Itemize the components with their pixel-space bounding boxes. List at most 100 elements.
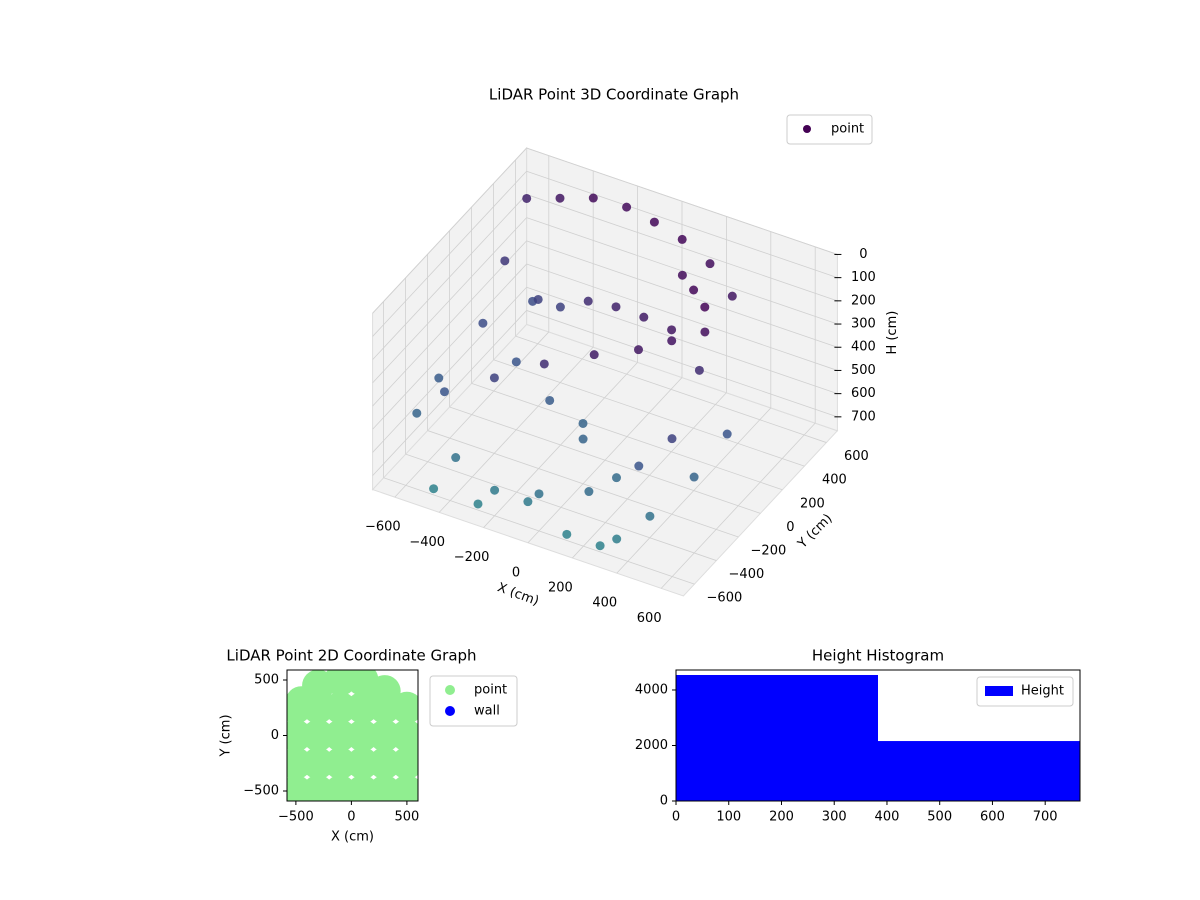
- point: [324, 691, 357, 724]
- x-tick-label: 0: [512, 565, 520, 580]
- x-tick-label: 400: [875, 810, 900, 825]
- point: [451, 453, 461, 463]
- grid-line: [372, 240, 527, 407]
- z-tick-label: 100: [851, 270, 876, 285]
- point: [390, 775, 418, 801]
- point: [368, 719, 401, 752]
- z-tick-label: 400: [851, 340, 876, 355]
- point: [533, 294, 543, 304]
- point: [302, 719, 335, 752]
- bar: [676, 674, 878, 801]
- grid-line: [372, 194, 527, 360]
- x-tick-label: 200: [548, 580, 573, 595]
- point: [555, 302, 565, 312]
- grid-line: [515, 335, 827, 443]
- y-tick-label: 400: [822, 473, 847, 488]
- x-axis-label: X (cm): [331, 830, 374, 845]
- point: [346, 691, 379, 724]
- axes-frame: [675, 669, 1081, 802]
- x-tick-label: 0: [347, 810, 355, 825]
- point: [667, 434, 677, 444]
- point: [667, 336, 677, 346]
- grid-line: [372, 217, 527, 384]
- y-tick-label: 500: [254, 672, 279, 687]
- point: [562, 529, 572, 539]
- z-tick-label: 300: [851, 317, 876, 332]
- point: [396, 725, 418, 758]
- grid-line: [471, 382, 783, 491]
- x-tick-label: 500: [927, 810, 952, 825]
- point: [412, 408, 422, 418]
- point: [611, 302, 621, 312]
- point: [584, 487, 594, 497]
- grid-line: [493, 359, 805, 467]
- legend-label: Height: [1021, 684, 1064, 699]
- point: [490, 485, 500, 495]
- grid-line: [526, 240, 838, 348]
- point: [555, 193, 565, 203]
- point: [346, 747, 379, 780]
- legend-marker: [445, 685, 455, 695]
- x-tick-label: −200: [454, 550, 490, 565]
- z-tick-label: 0: [859, 247, 867, 262]
- point: [434, 373, 444, 383]
- z-axis-label: H (cm): [885, 311, 900, 355]
- point: [689, 285, 699, 295]
- legend-marker: [445, 706, 455, 716]
- point: [511, 357, 521, 367]
- y-axis-label: Y (cm): [219, 714, 234, 757]
- legend-marker: [803, 125, 811, 133]
- x-tick-label: 700: [1033, 810, 1058, 825]
- plot-area: [287, 670, 418, 801]
- point: [429, 484, 439, 494]
- chart-title: LiDAR Point 3D Coordinate Graph: [489, 86, 739, 104]
- point: [539, 359, 549, 369]
- z-tick-label: 200: [851, 293, 876, 308]
- point: [649, 217, 659, 227]
- grid-line: [372, 147, 527, 314]
- chart-title: LiDAR Point 2D Coordinate Graph: [226, 647, 476, 665]
- y-tick-label: 200: [800, 496, 825, 511]
- point: [667, 325, 677, 335]
- grid-line: [427, 430, 739, 538]
- point: [346, 719, 379, 752]
- x-tick-label: 600: [980, 810, 1005, 825]
- point: [677, 234, 687, 244]
- grid-line: [405, 453, 717, 561]
- point: [622, 202, 632, 212]
- y-tick-label: −200: [751, 543, 787, 558]
- point: [324, 719, 357, 752]
- point: [578, 434, 588, 444]
- point: [634, 345, 643, 355]
- grid-line: [526, 263, 838, 371]
- legend-box: [786, 114, 873, 145]
- x-tick-label: −500: [278, 810, 314, 825]
- point: [368, 747, 401, 780]
- legend-label: wall: [474, 704, 500, 719]
- x-tick-label: 300: [822, 810, 847, 825]
- point: [705, 259, 715, 269]
- z-tick-label: 500: [851, 363, 876, 378]
- y-tick-label: 2000: [635, 738, 668, 753]
- y-tick-label: 0: [271, 728, 279, 743]
- x-tick-label: 600: [637, 611, 662, 626]
- point: [634, 461, 644, 471]
- y-tick-label: −400: [729, 567, 765, 582]
- point: [694, 365, 704, 375]
- z-tick-label: 700: [851, 409, 876, 424]
- x-tick-label: 0: [672, 810, 680, 825]
- point: [689, 472, 699, 482]
- z-tick-label: 600: [851, 386, 876, 401]
- grid-line: [526, 286, 838, 395]
- point: [722, 429, 732, 439]
- point: [727, 291, 737, 301]
- point: [645, 511, 655, 521]
- grid-line: [372, 170, 527, 337]
- point: [612, 534, 622, 544]
- legend-box: [976, 676, 1074, 707]
- point: [478, 318, 488, 328]
- point: [522, 193, 532, 203]
- grid-line: [372, 310, 527, 476]
- chart-title: Height Histogram: [812, 647, 944, 665]
